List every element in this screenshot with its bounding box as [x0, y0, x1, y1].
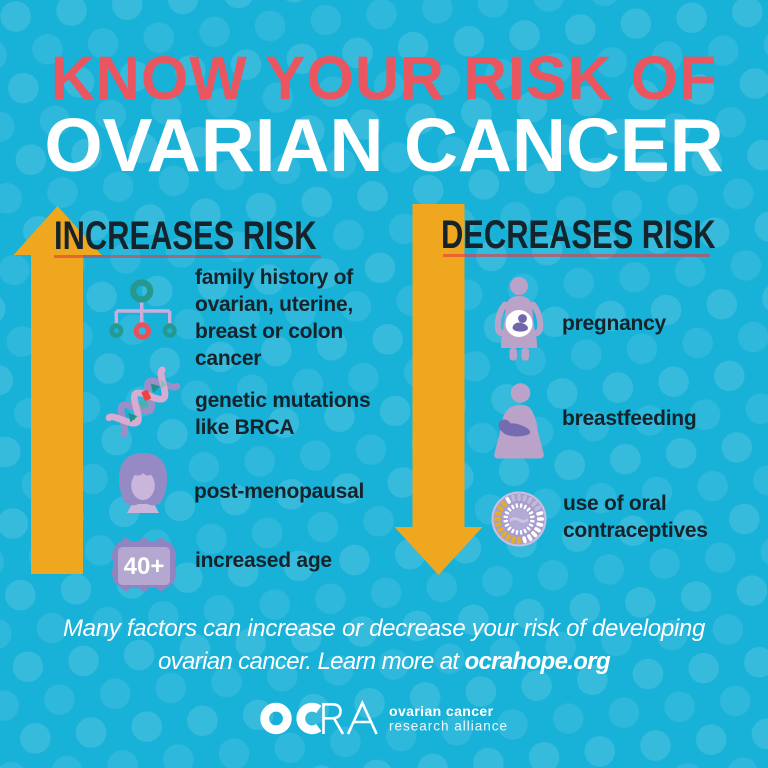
svg-text:research alliance: research alliance	[389, 719, 508, 734]
svg-text:40+: 40+	[124, 553, 165, 580]
svg-text:ovarian cancer: ovarian cancer	[389, 703, 494, 719]
